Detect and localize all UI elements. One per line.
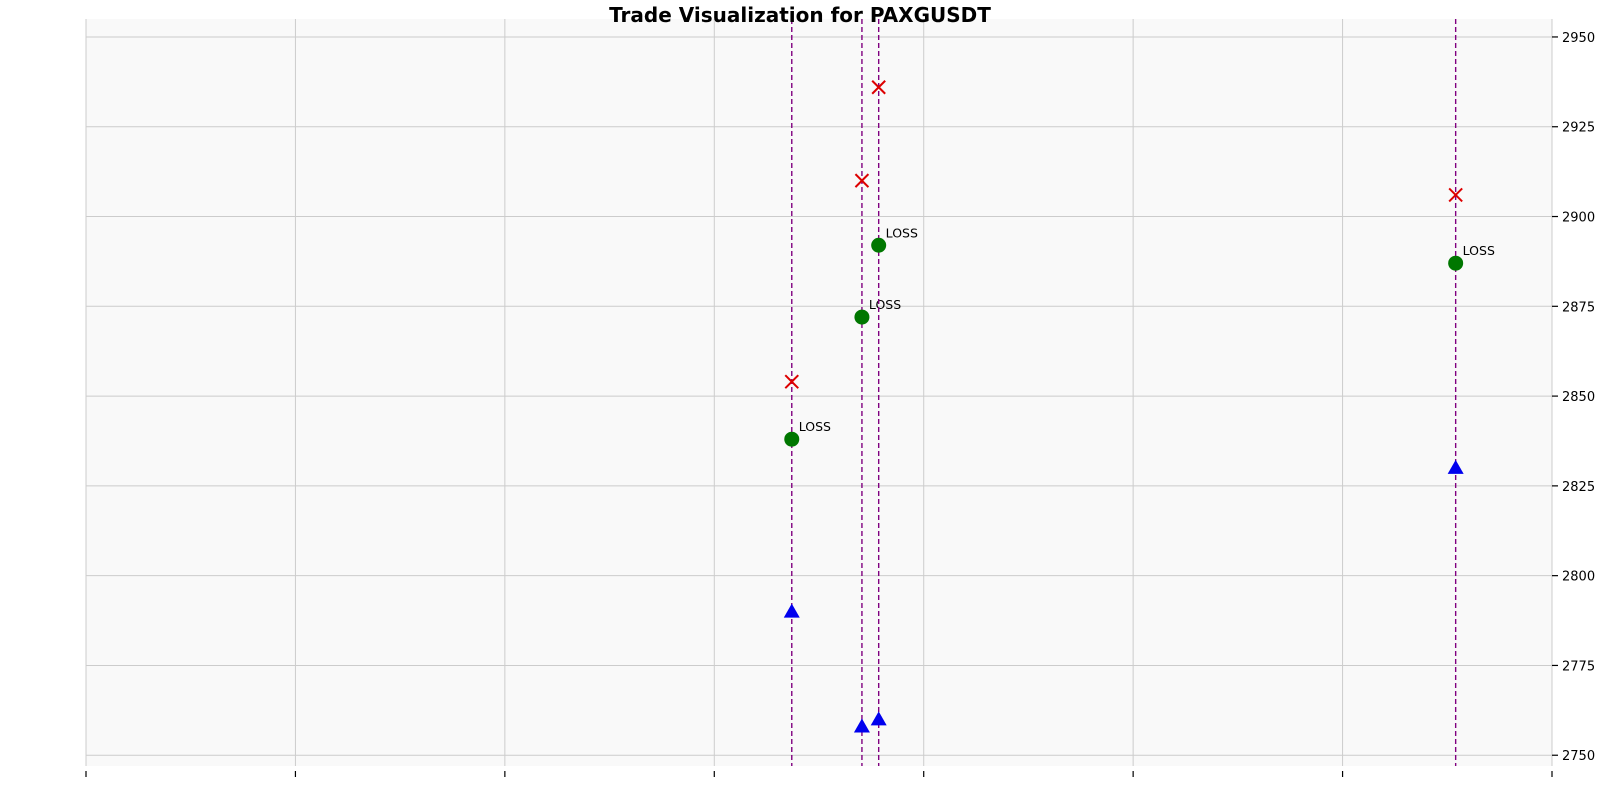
y-tick-label: 2950 bbox=[1562, 31, 1595, 46]
y-tick-label: 2925 bbox=[1562, 121, 1595, 136]
target-marker bbox=[854, 309, 870, 325]
y-tick-label: 2900 bbox=[1562, 211, 1595, 226]
stop-marker bbox=[1448, 187, 1463, 203]
target-marker bbox=[1448, 255, 1464, 271]
stop-marker bbox=[854, 173, 870, 188]
entry-marker bbox=[870, 711, 887, 726]
stop-marker-stroke bbox=[1448, 187, 1463, 203]
stop-marker bbox=[784, 374, 799, 389]
stop-marker-stroke bbox=[854, 173, 870, 188]
target-marker bbox=[871, 237, 887, 253]
trades: LOSS LOSS LOSS LOSS bbox=[783, 19, 1495, 766]
y-tick-label: 2875 bbox=[1562, 300, 1595, 315]
y-tick-label: 2800 bbox=[1562, 570, 1595, 585]
y-tick-label: 2750 bbox=[1562, 749, 1595, 764]
result-label: LOSS bbox=[886, 225, 918, 240]
result-label: LOSS bbox=[1463, 243, 1495, 258]
y-tick-label: 2775 bbox=[1562, 659, 1595, 674]
stop-marker-stroke bbox=[871, 80, 886, 95]
grid bbox=[85, 19, 1553, 766]
entry-marker bbox=[853, 718, 870, 733]
axes: 2750 2775 2800 2825 2850 2875 2900 2925 2950 bbox=[85, 31, 1595, 777]
stop-marker bbox=[871, 80, 886, 95]
chart-title: Trade Visualization for PAXGUSDT bbox=[609, 3, 991, 27]
plot-area bbox=[86, 19, 1552, 766]
result-label: LOSS bbox=[799, 419, 831, 434]
entry-marker bbox=[783, 603, 800, 618]
result-label: LOSS bbox=[869, 297, 901, 312]
entry-marker bbox=[1447, 459, 1464, 474]
y-tick-label: 2850 bbox=[1562, 390, 1595, 405]
y-tick-label: 2825 bbox=[1562, 480, 1595, 495]
target-marker bbox=[784, 431, 800, 447]
stop-marker-stroke bbox=[784, 374, 799, 389]
